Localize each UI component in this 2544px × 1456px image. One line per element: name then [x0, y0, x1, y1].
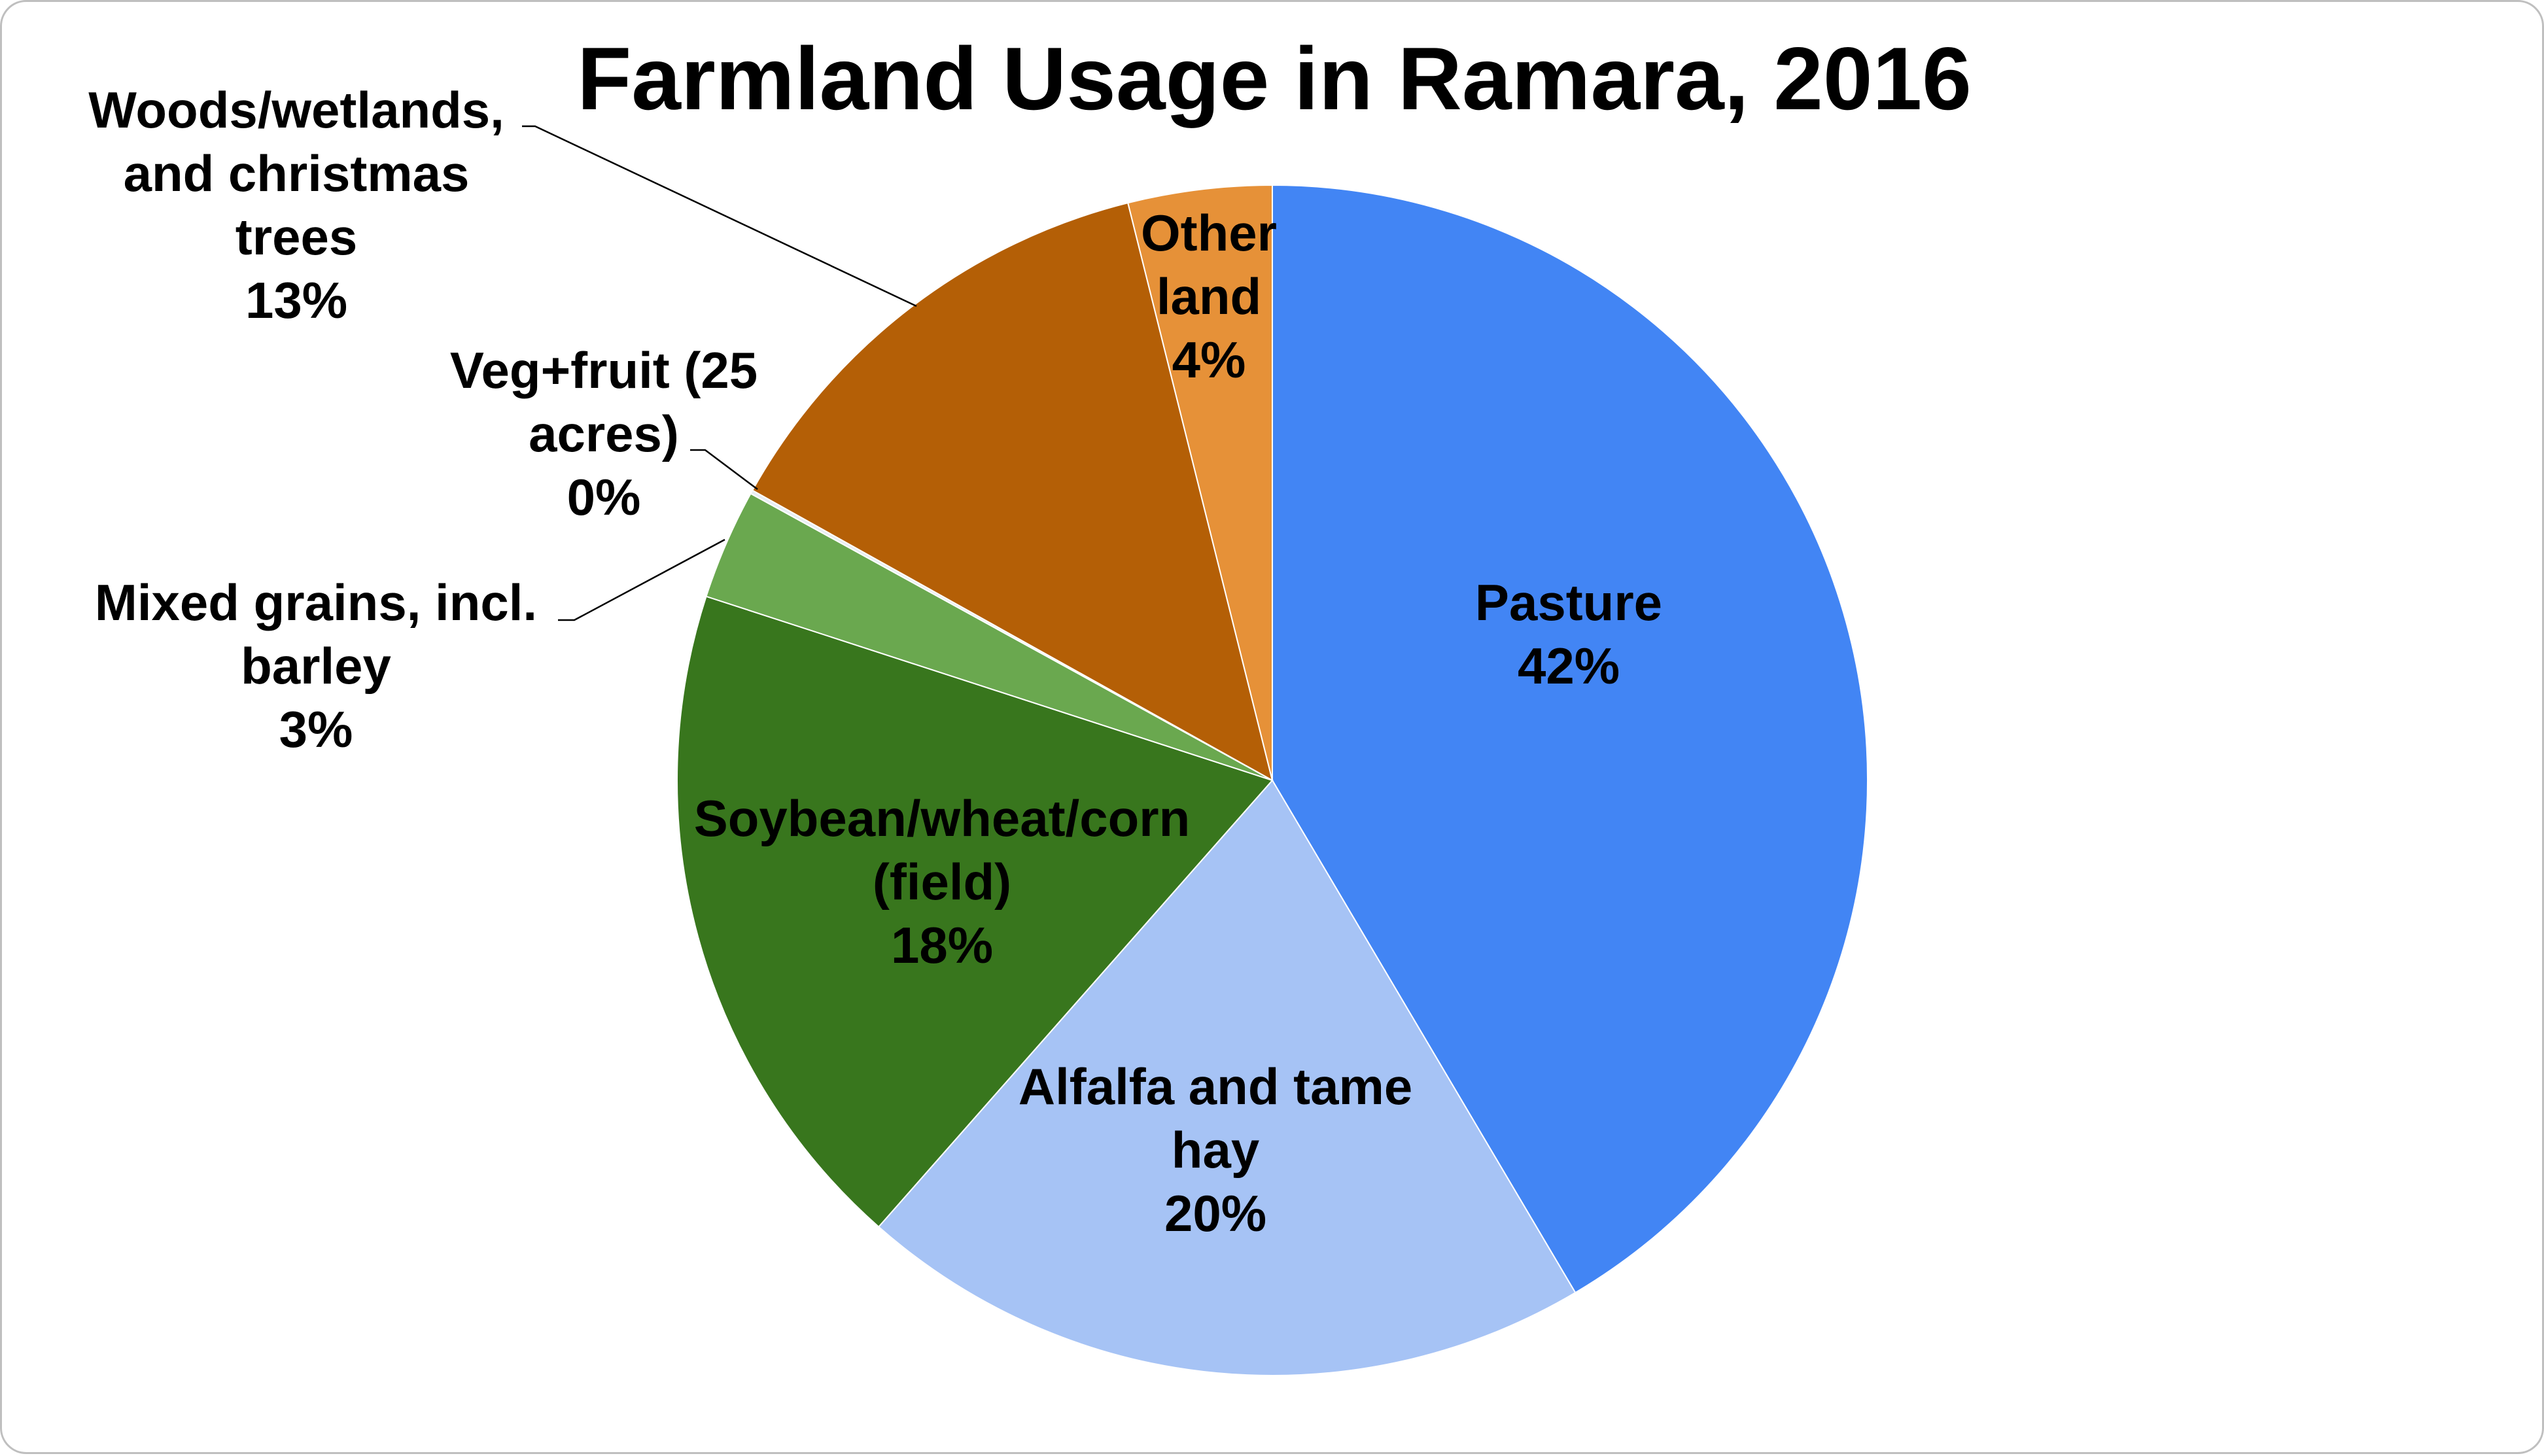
slice-label-line: and christmas: [124, 145, 470, 202]
slice-label-mixed-grains-incl-barley: Mixed grains, incl. barley 3%: [95, 574, 537, 758]
slice-soybean-wheat-corn-field: [676, 595, 1274, 1228]
slice-percent: 42%: [1518, 637, 1620, 695]
slice-label-line: trees: [235, 208, 357, 266]
leader-line-veg-fruit-25-acres: [690, 449, 758, 490]
slice-label-line: Veg+fruit (25: [450, 341, 758, 399]
slice-label-woods-wetlands-and-christmas-trees: Woods/wetlands, and christmas trees 13%: [88, 81, 504, 329]
slice-percent: 4%: [1172, 331, 1246, 389]
slice-percent: 0%: [567, 468, 641, 526]
slice-label-line: Woods/wetlands,: [88, 81, 504, 139]
leader-lines: [522, 125, 917, 621]
slice-label-line: Alfalfa and tame: [1019, 1058, 1412, 1115]
slice-percent: 3%: [279, 701, 353, 758]
slice-label-alfalfa-and-tame-hay: Alfalfa and tame hay 20%: [1019, 1058, 1412, 1242]
slice-percent: 20%: [1164, 1185, 1266, 1242]
slice-label-line: Pasture: [1475, 574, 1662, 631]
slice-label-line: land: [1157, 268, 1261, 325]
slice-woods-wetlands-and-christmas-trees: [751, 201, 1274, 782]
slice-label-pasture: Pasture 42%: [1475, 574, 1662, 695]
slice-other-land: [1127, 184, 1273, 781]
slice-label-veg-fruit-25-acres: Veg+fruit (25 acres) 0%: [450, 341, 758, 526]
leader-line-mixed-grains-incl-barley: [558, 538, 725, 621]
slice-label-line: Other: [1141, 204, 1277, 262]
slice-label-line: hay: [1172, 1121, 1259, 1179]
slice-percent: 18%: [891, 916, 993, 974]
pie-slices: [676, 184, 1868, 1376]
slice-label-soybean-wheat-corn-field: Soybean/wheat/corn (field) 18%: [694, 789, 1191, 974]
slice-percent: 13%: [245, 271, 347, 329]
slice-label-other-land: Other land 4%: [1141, 204, 1277, 389]
slice-label-line: Soybean/wheat/corn: [694, 789, 1191, 847]
slice-alfalfa-and-tame-hay: [877, 779, 1577, 1376]
chart-title: Farmland Usage in Ramara, 2016: [577, 29, 1972, 128]
slice-labels: Pasture 42% Alfalfa and tame hay 20% Soybean/…: [88, 81, 1662, 1242]
slice-label-line: Mixed grains, incl.: [95, 574, 537, 631]
slice-pasture: [1272, 184, 1868, 1294]
slice-label-line: acres): [529, 405, 679, 462]
leader-line-woods-wetlands-and-christmas-trees: [522, 125, 917, 307]
slice-label-line: barley: [241, 637, 391, 695]
slice-label-line: (field): [873, 853, 1011, 910]
